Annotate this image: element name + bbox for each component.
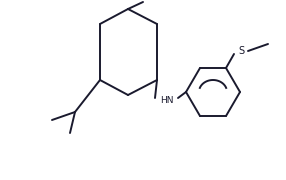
Text: HN: HN bbox=[160, 96, 174, 105]
Text: S: S bbox=[238, 46, 244, 56]
